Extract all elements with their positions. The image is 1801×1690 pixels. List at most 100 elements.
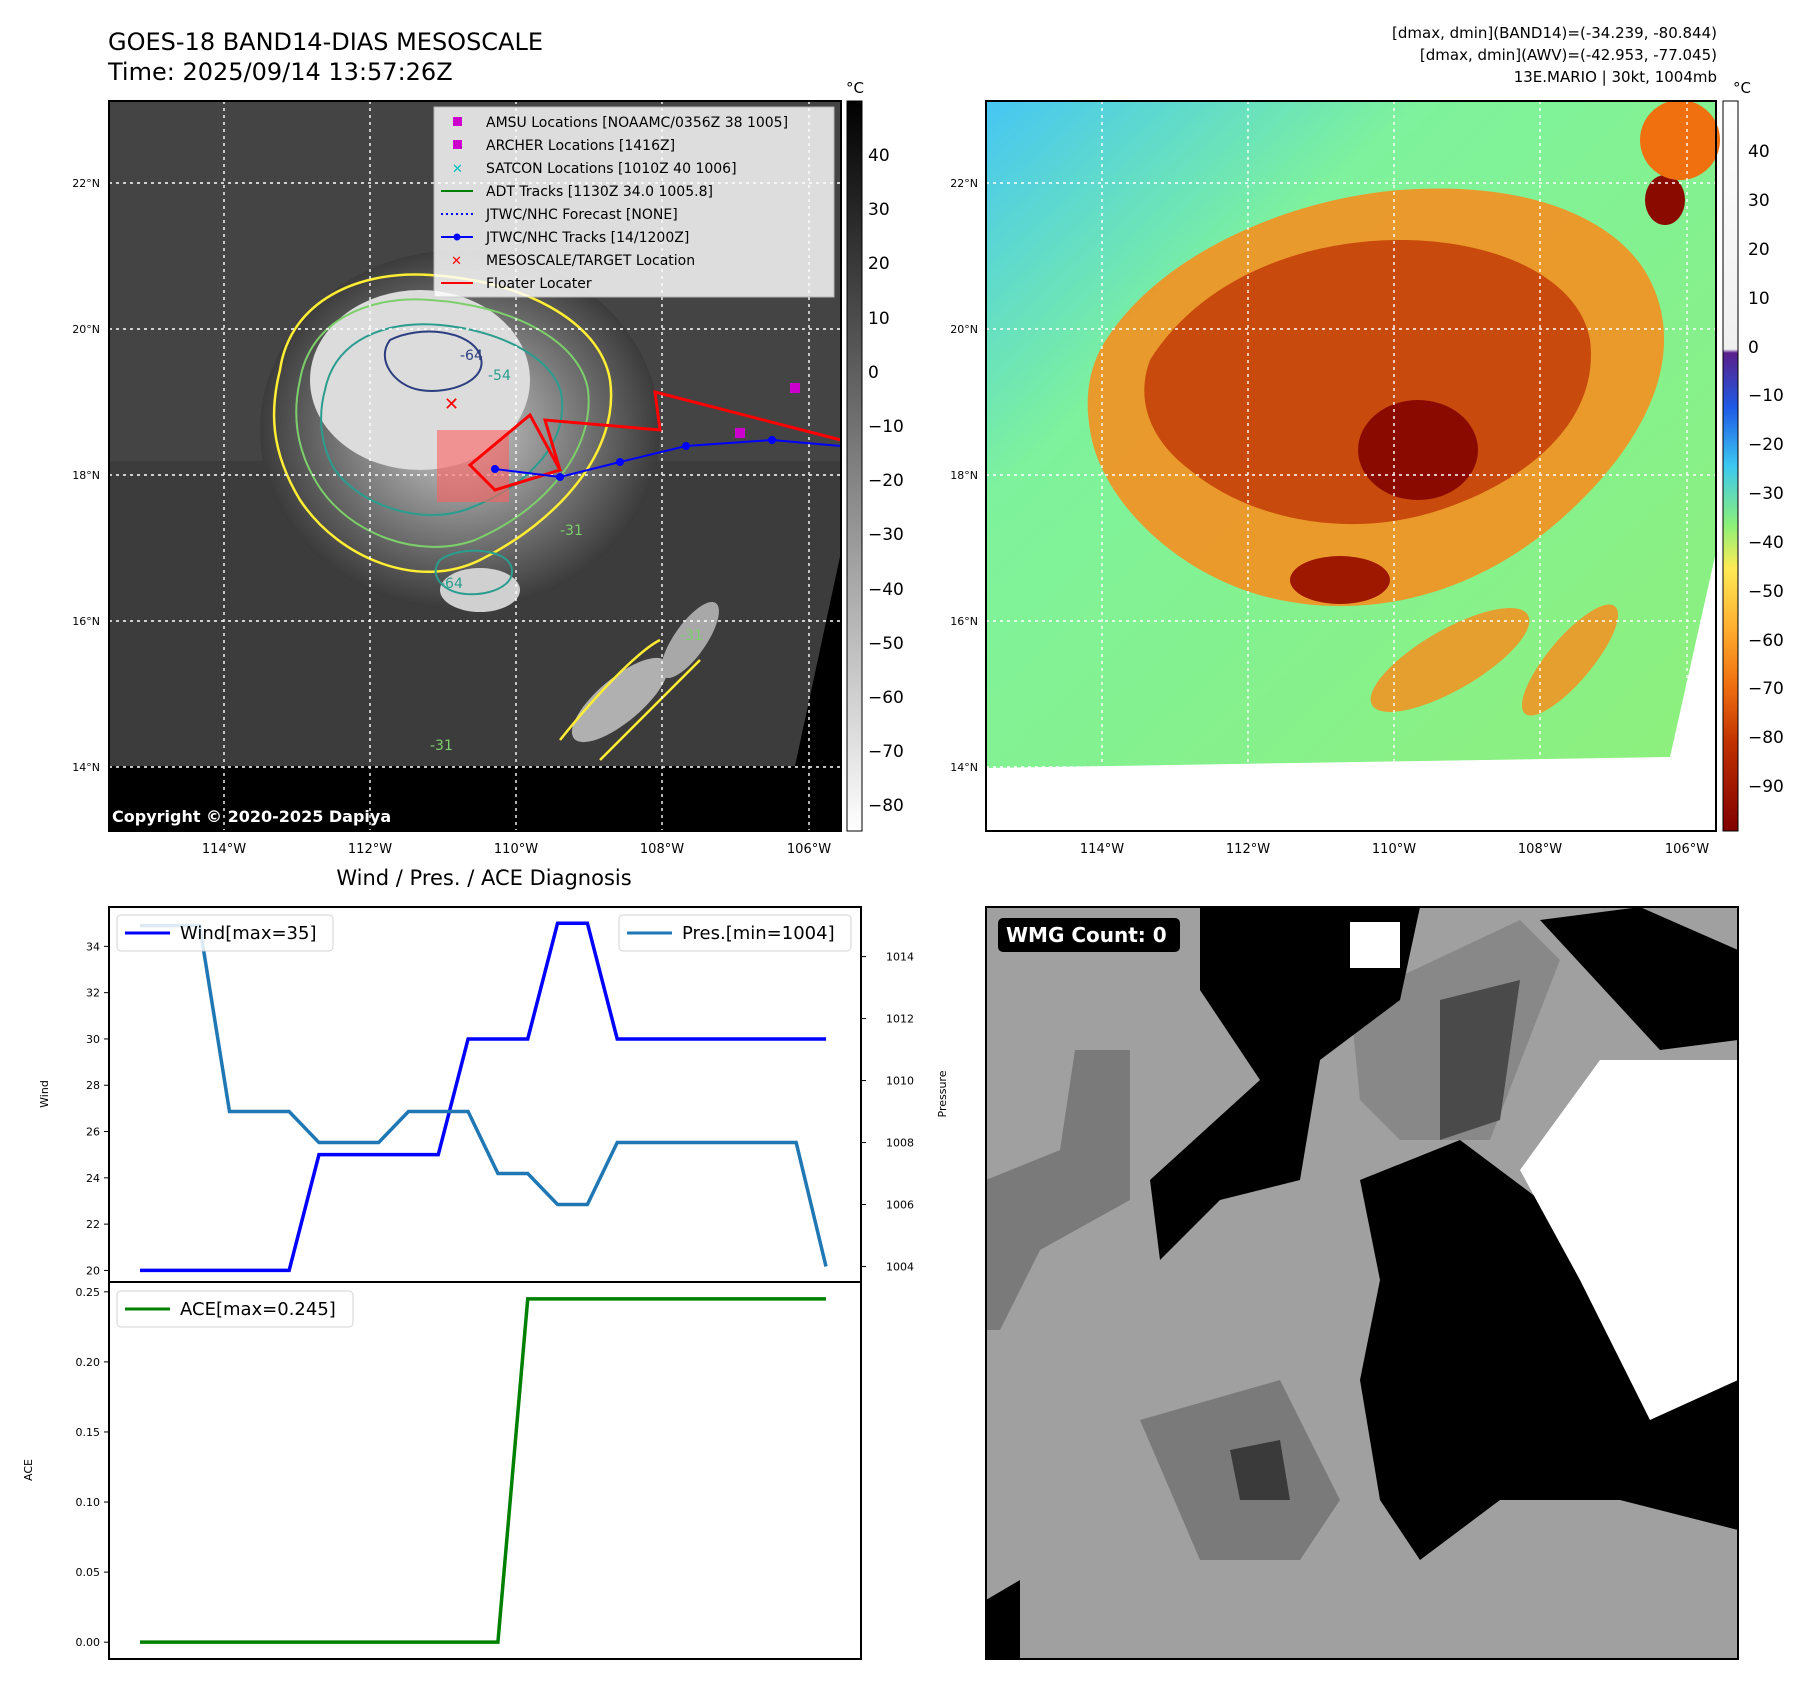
awv-cb-m50: −50 — [1748, 582, 1784, 602]
awv-cb-20: 20 — [1748, 240, 1770, 260]
jtwc-track-points — [491, 436, 776, 481]
awv-lat-14: 14°N — [950, 761, 978, 774]
awv-cb-m30: −30 — [1748, 484, 1784, 504]
wmg-count-badge — [998, 918, 1180, 952]
wind-tick-label: 30 — [86, 1033, 100, 1046]
ir-cb-m70: −70 — [868, 742, 904, 762]
ir-contour-green — [295, 298, 590, 548]
wmg-gray-region-west — [986, 1050, 1130, 1330]
awv-moisture-corner — [1640, 100, 1720, 180]
ir-lat-14: 14°N — [72, 761, 100, 774]
stats-band14: [dmax, dmin](BAND14)=(-34.239, -80.844) — [1392, 24, 1717, 42]
awv-moisture-core — [1358, 400, 1478, 500]
ir-map-panel: -54 -64 -64 -31 -31 -31 ✕ — [72, 79, 904, 857]
contour-label-6: -31 — [430, 738, 453, 754]
awv-cb-30: 30 — [1748, 191, 1770, 211]
ace-tick-label: 0.15 — [76, 1426, 101, 1439]
ace-ticks: 0.25 0.20 0.15 0.10 0.05 0.00 — [76, 1286, 109, 1649]
mesoscale-target-marker: ✕ — [444, 394, 459, 415]
awv-moisture-middle — [1144, 240, 1591, 525]
awv-colorbar — [1722, 100, 1739, 832]
ir-cloud-cluster — [440, 568, 520, 612]
awv-lat-20: 20°N — [950, 323, 978, 336]
wmg-white-region — [1520, 1060, 1738, 1420]
awv-map-frame — [985, 100, 1717, 832]
legend-adt: ADT Tracks [1130Z 34.0 1005.8] — [486, 184, 713, 200]
ace-series — [140, 1297, 826, 1644]
awv-colorbar-unit: °C — [1733, 79, 1751, 97]
awv-lon-labels: 114°W 112°W 110°W 108°W 106°W — [1080, 842, 1709, 857]
ace-tick-label: 0.00 — [76, 1636, 101, 1649]
awv-cb-m40: −40 — [1748, 533, 1784, 553]
wind-series-line — [140, 921, 826, 1273]
wmg-black-corner — [986, 1580, 1020, 1659]
legend-amsu: AMSU Locations [NOAAMC/0356Z 38 1005] — [486, 115, 788, 131]
awv-lat-22: 22°N — [950, 177, 978, 190]
wmg-panel: WMG Count: 0 — [985, 906, 1739, 1660]
ir-cb-m20: −20 — [868, 471, 904, 491]
floater-locater-line — [467, 389, 842, 492]
awv-cb-m20: −20 — [1748, 435, 1784, 455]
legend-archer: ARCHER Locations [1416Z] — [486, 138, 675, 154]
ir-legend-box — [433, 106, 835, 298]
pressure-ticks: 1014 1012 1010 1008 1006 1004 — [861, 951, 914, 1274]
legend-satcon: SATCON Locations [1010Z 40 1006] — [486, 161, 737, 177]
pressure-series-line — [140, 923, 828, 1267]
awv-cb-10: 10 — [1748, 289, 1770, 309]
legend-forecast: JTWC/NHC Forecast [NONE] — [485, 207, 678, 223]
pressure-legend-box — [618, 914, 852, 952]
ace-tick-label: 0.20 — [76, 1356, 101, 1369]
ace-legend-box — [116, 1290, 354, 1328]
ir-lon-106: 106°W — [787, 842, 831, 857]
wmg-black-region-ne — [1540, 907, 1738, 1050]
ir-cb-10: 10 — [868, 309, 890, 329]
wmg-black-region-north — [1150, 907, 1420, 1260]
ir-cb-m40: −40 — [868, 580, 904, 600]
ir-lon-110: 110°W — [494, 842, 538, 857]
legend-amsu-icon — [453, 117, 462, 126]
jtwc-track-line — [494, 438, 842, 479]
ace-plot-frame — [108, 1281, 862, 1660]
legend-track-dot-icon — [453, 233, 461, 241]
awv-lon-114: 114°W — [1080, 842, 1124, 857]
awv-lat-18: 18°N — [950, 469, 978, 482]
ir-colorbar-ticks: 40 30 20 10 0 −10 −20 −30 −40 −50 −60 −7… — [868, 146, 904, 816]
ir-colorbar-unit: °C — [846, 79, 864, 97]
wind-pressure-series — [140, 921, 828, 1273]
pressure-tick-label: 1012 — [886, 1013, 914, 1026]
ace-tick-label: 0.05 — [76, 1566, 101, 1579]
ir-cb-m10: −10 — [868, 417, 904, 437]
wind-tick-label: 34 — [86, 940, 100, 953]
wind-tick-label: 20 — [86, 1264, 100, 1277]
ir-cb-20: 20 — [868, 254, 890, 274]
ir-cb-40: 40 — [868, 146, 890, 166]
pressure-axis-label: Pressure — [936, 1070, 949, 1117]
stats-awv: [dmax, dmin](AWV)=(-42.953, -77.045) — [1420, 46, 1717, 64]
awv-cb-m70: −70 — [1748, 679, 1784, 699]
ace-legend: ACE[max=0.245] — [116, 1290, 354, 1328]
awv-moisture-ne — [1645, 175, 1685, 225]
ir-cold-cloud — [310, 290, 530, 470]
wmg-count-label: WMG Count: 0 — [1006, 923, 1167, 947]
wind-ticks: 34 32 30 28 26 24 22 20 — [86, 940, 109, 1277]
wind-legend: Wind[max=35] — [116, 914, 334, 952]
awv-moisture-band-east — [1521, 604, 1619, 716]
wmg-frame — [985, 906, 1739, 1660]
ir-colorbar — [846, 100, 863, 832]
awv-cb-40: 40 — [1748, 142, 1770, 162]
ir-map-frame — [108, 100, 842, 832]
ir-cb-0: 0 — [868, 363, 879, 383]
ir-cb-m80: −80 — [868, 796, 904, 816]
legend-track: JTWC/NHC Tracks [14/1200Z] — [485, 230, 689, 246]
pressure-legend: Pres.[min=1004] — [618, 914, 852, 952]
ace-tick-label: 0.25 — [76, 1286, 101, 1299]
awv-cb-m10: −10 — [1748, 386, 1784, 406]
pressure-tick-label: 1014 — [886, 951, 914, 964]
pressure-legend-label: Pres.[min=1004] — [682, 923, 835, 944]
legend-floater: Floater Locater — [486, 276, 592, 292]
awv-map-panel: 22°N 20°N 18°N 16°N 14°N 114°W 112°W 110… — [950, 79, 1784, 857]
ace-legend-label: ACE[max=0.245] — [180, 1299, 336, 1320]
contour-label-1: -54 — [488, 368, 511, 384]
ir-legend: AMSU Locations [NOAAMC/0356Z 38 1005] AR… — [433, 106, 835, 298]
wind-legend-label: Wind[max=35] — [180, 923, 317, 944]
